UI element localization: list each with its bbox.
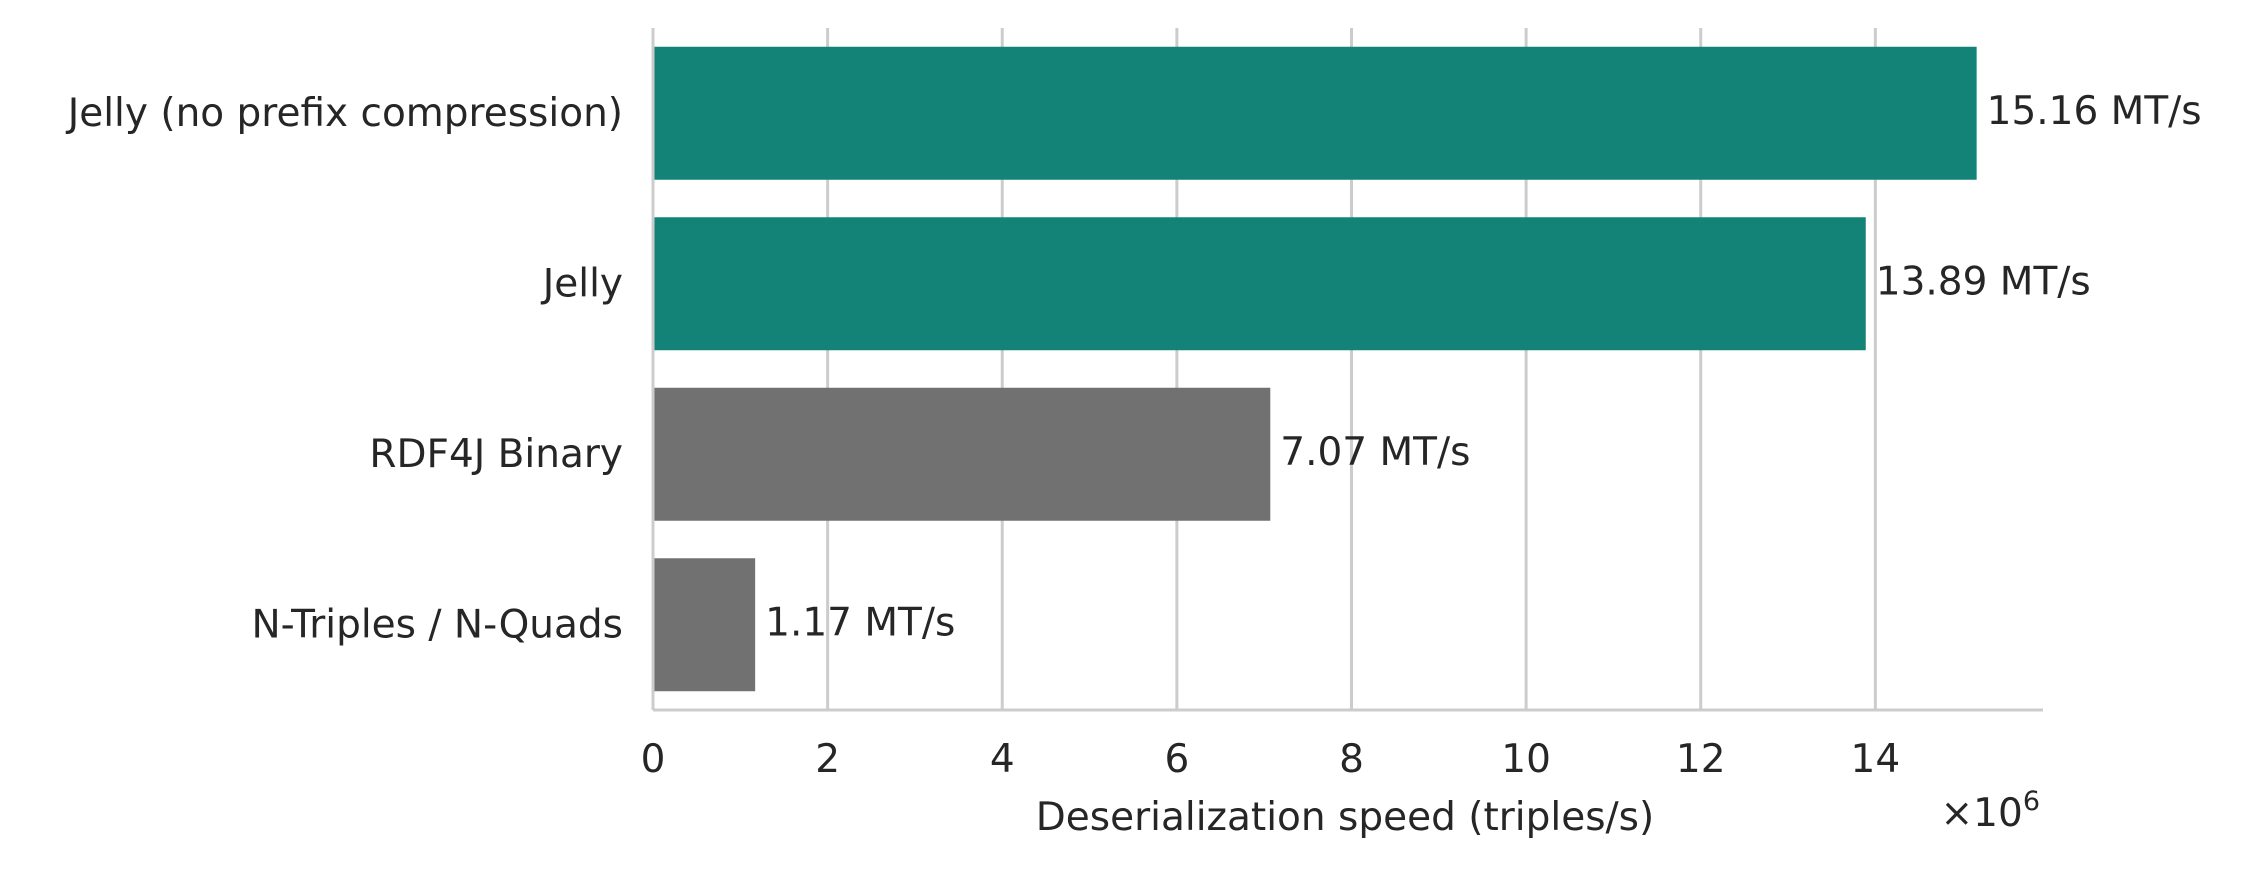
x-tick-label-12: 12 (1676, 737, 1726, 782)
bar-3 (653, 387, 1271, 521)
x-tick-label-2: 2 (815, 737, 840, 782)
category-label-4: N-Triples / N-Quads (251, 602, 623, 647)
x-axis-scale-label: ×106 (1941, 786, 2041, 836)
x-tick-label-8: 8 (1339, 737, 1364, 782)
value-labels: 15.16 MT/s 13.89 MT/s 7.07 MT/s 1.17 MT/s (765, 89, 2201, 646)
x-tick-label-14: 14 (1851, 737, 1901, 782)
value-label-3: 7.07 MT/s (1280, 430, 1470, 475)
value-label-4: 1.17 MT/s (765, 600, 955, 645)
category-label-1: Jelly (no prefix compression) (65, 91, 623, 136)
bars (653, 46, 1977, 692)
x-axis-scale-exponent: 6 (2023, 786, 2040, 817)
category-label-2: Jelly (540, 261, 623, 306)
x-tick-label-6: 6 (1164, 737, 1189, 782)
category-label-3: RDF4J Binary (369, 432, 623, 477)
bar-2 (653, 217, 1866, 351)
x-axis-title: Deserialization speed (triples/s) (1036, 795, 1654, 840)
category-labels: Jelly (no prefix compression) Jelly RDF4J … (65, 91, 623, 648)
bar-1 (653, 46, 1977, 180)
value-label-2: 13.89 MT/s (1876, 259, 2091, 304)
x-tick-label-0: 0 (641, 737, 666, 782)
bar-4 (653, 558, 756, 692)
x-tick-label-10: 10 (1501, 737, 1551, 782)
x-tick-label-4: 4 (990, 737, 1015, 782)
x-tick-labels: 0 2 4 6 8 10 12 14 (641, 737, 1901, 782)
value-label-1: 15.16 MT/s (1987, 89, 2202, 134)
